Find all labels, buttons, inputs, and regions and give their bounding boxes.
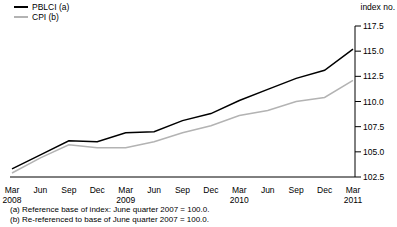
- svg-text:Mar2009: Mar2009: [116, 185, 135, 205]
- svg-text:Mar2011: Mar2011: [344, 185, 363, 205]
- svg-text:102.5: 102.5: [363, 172, 385, 182]
- svg-text:Sep: Sep: [175, 185, 190, 195]
- svg-text:107.5: 107.5: [363, 122, 385, 132]
- html-text:index no.: index no.: [360, 2, 395, 12]
- svg-text:112.5: 112.5: [363, 71, 384, 81]
- svg-text:Jun: Jun: [261, 185, 275, 195]
- svg-text:117.5: 117.5: [363, 21, 384, 31]
- svg-text:Dec: Dec: [203, 185, 219, 195]
- svg-text:Sep: Sep: [61, 185, 76, 195]
- svg-text:Mar2008: Mar2008: [8, 185, 22, 205]
- html-text:PBLCI (a): PBLCI (a): [32, 2, 70, 12]
- svg-text:105.0: 105.0: [363, 147, 385, 157]
- svg-text:Jun: Jun: [34, 185, 48, 195]
- svg-text:115.0: 115.0: [363, 46, 384, 56]
- svg-text:110.0: 110.0: [363, 97, 384, 107]
- svg-text:Sep: Sep: [289, 185, 304, 195]
- svg-text:Jun: Jun: [147, 185, 161, 195]
- html-text:CPI (b): CPI (b): [32, 12, 59, 22]
- svg-text:Dec: Dec: [317, 185, 333, 195]
- html-text:(a) Reference base of index: J: (a) Reference base of index: June quarte…: [10, 205, 210, 214]
- svg-text:Mar2010: Mar2010: [230, 185, 249, 205]
- html-text:(b) Re-referenced to base of J: (b) Re-referenced to base of June quarte…: [10, 215, 209, 224]
- svg-text:Dec: Dec: [90, 185, 106, 195]
